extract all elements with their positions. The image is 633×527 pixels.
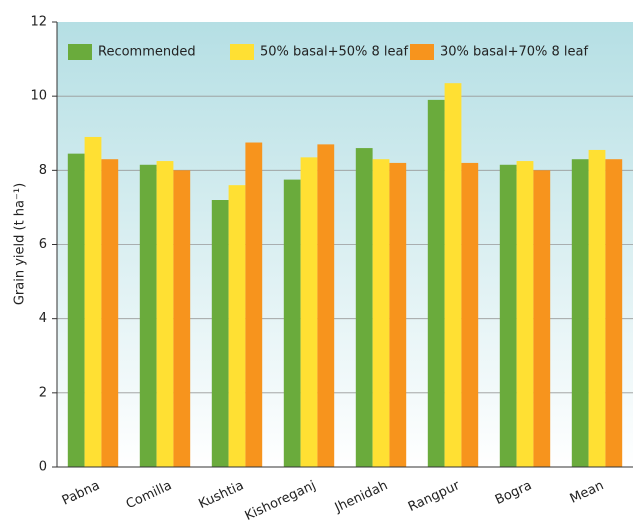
bar bbox=[67, 153, 85, 468]
legend-swatch bbox=[230, 44, 254, 60]
y-tick-label: 8 bbox=[39, 163, 47, 178]
y-tick-label: 4 bbox=[39, 311, 47, 326]
bar bbox=[139, 164, 157, 468]
bar bbox=[588, 149, 606, 467]
legend-swatch bbox=[68, 44, 92, 60]
y-tick-label: 0 bbox=[39, 460, 47, 475]
bar bbox=[427, 99, 445, 467]
y-axis-label: Grain yield (t ha⁻¹) bbox=[13, 183, 28, 305]
bar bbox=[283, 179, 301, 467]
y-tick-label: 10 bbox=[30, 89, 47, 104]
bar bbox=[84, 136, 102, 468]
bar bbox=[355, 148, 373, 468]
bar bbox=[372, 159, 390, 468]
legend-label: 50% basal+50% 8 leaf bbox=[260, 45, 408, 60]
bar bbox=[300, 157, 318, 467]
legend-label: Recommended bbox=[98, 45, 196, 60]
x-tick-label: Rangpur bbox=[406, 478, 463, 515]
x-tick-label: Bogra bbox=[493, 478, 534, 508]
bar bbox=[461, 162, 479, 467]
x-tick-label: Jhenidah bbox=[332, 478, 390, 516]
bar bbox=[156, 161, 174, 467]
bar bbox=[389, 162, 407, 467]
bar bbox=[516, 161, 534, 467]
legend-swatch bbox=[410, 44, 434, 60]
y-tick-label: 12 bbox=[30, 15, 47, 30]
bar bbox=[228, 185, 246, 467]
bar bbox=[211, 200, 229, 467]
bar bbox=[245, 142, 263, 468]
bar bbox=[605, 159, 623, 468]
y-tick-label: 2 bbox=[39, 385, 47, 400]
bar bbox=[571, 159, 589, 468]
bar bbox=[317, 144, 335, 467]
x-tick-label: Pabna bbox=[60, 478, 102, 508]
x-tick-label: Kushtia bbox=[196, 478, 246, 512]
bar bbox=[101, 159, 119, 468]
bar bbox=[533, 170, 551, 468]
x-tick-label: Kishoreganj bbox=[243, 478, 318, 524]
x-tick-label: Mean bbox=[568, 478, 606, 507]
bar bbox=[499, 164, 517, 468]
bar bbox=[173, 170, 191, 468]
y-tick-label: 6 bbox=[39, 237, 47, 252]
x-tick-label: Comilla bbox=[124, 478, 174, 512]
legend-label: 30% basal+70% 8 leaf bbox=[440, 45, 588, 60]
bar bbox=[444, 83, 462, 467]
